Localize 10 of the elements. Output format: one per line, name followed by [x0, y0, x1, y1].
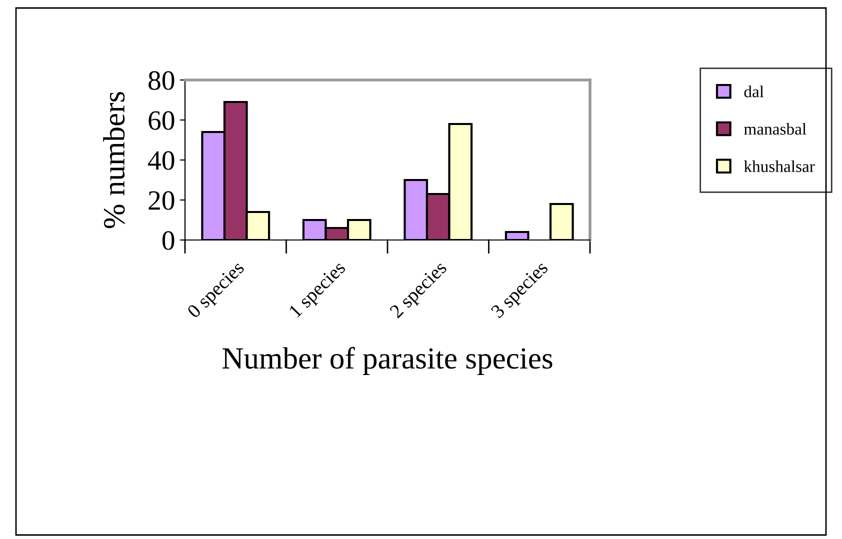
y-tick-label: 60 [148, 111, 174, 130]
y-tick-label: 0 [162, 231, 174, 250]
legend-label: manasbal [744, 122, 806, 135]
y-axis-title: % numbers [103, 92, 125, 228]
legend-label: khushalsar [744, 160, 815, 172]
x-axis-title: Number of parasite species [222, 346, 552, 375]
y-tick-label: 20 [148, 191, 174, 210]
y-tick-label: 80 [148, 71, 174, 90]
y-tick-label: 40 [148, 151, 174, 170]
legend-label: dal [744, 86, 764, 98]
